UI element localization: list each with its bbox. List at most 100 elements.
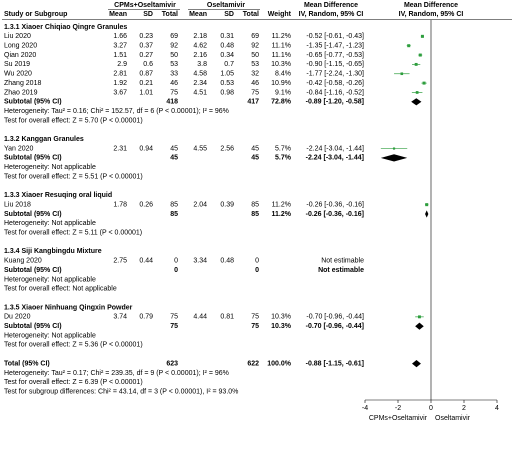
study-ctl-mean: 2.34: [193, 80, 207, 87]
study-name: Zhang 2018: [4, 80, 41, 87]
subtotal-name: Subtotal (95% CI): [4, 323, 62, 330]
study-weight-label: 10.9%: [271, 80, 291, 87]
subtotal-ci-label: -0.26 [-0.36, -0.16]: [306, 211, 364, 218]
study-marker: [420, 34, 424, 38]
study-exp-total: 50: [170, 52, 178, 59]
study-ctl-total: 75: [251, 89, 259, 96]
study-ctl-total: 45: [251, 145, 259, 152]
study-name: Qian 2020: [4, 52, 36, 59]
summary-diamond: [412, 360, 421, 368]
column-header: IV, Random, 95% CI: [399, 11, 464, 18]
heterogeneity: Heterogeneity: Not applicable: [4, 276, 96, 283]
subtotal-weight-label: 5.7%: [275, 155, 292, 162]
subtotal-ci-label: -0.89 [-1.20, -0.58]: [306, 99, 364, 106]
x-tick-label: -4: [362, 405, 368, 412]
study-ctl-sd: 0.48: [220, 43, 234, 50]
summary-diamond: [415, 322, 424, 330]
study-exp-sd: 0.87: [139, 71, 153, 78]
study-ci-label: -0.84 [-1.16, -0.52]: [306, 89, 364, 96]
study-marker: [400, 72, 404, 76]
study-ci-label: -0.90 [-1.15, -0.65]: [306, 61, 364, 68]
study-exp-total: 92: [170, 43, 178, 50]
column-header: Weight: [268, 11, 292, 18]
study-ctl-total: 85: [251, 201, 259, 208]
study-ctl-mean: 4.51: [193, 89, 207, 96]
study-ctl-sd: 0.81: [220, 314, 234, 321]
study-marker: [425, 203, 429, 207]
study-exp-total: 45: [170, 145, 178, 152]
study-weight-label: 9.1%: [275, 89, 291, 96]
study-weight-label: 11.2%: [272, 33, 291, 40]
study-ci-label: -0.65 [-0.77, -0.53]: [306, 52, 364, 59]
study-ctl-sd: 0.53: [220, 80, 234, 87]
heterogeneity: Heterogeneity: Not applicable: [4, 164, 96, 171]
exp-group-header: CPMs+Oseltamivir: [114, 2, 176, 9]
subtotal-ci-label: -2.24 [-3.04, -1.44]: [306, 155, 364, 162]
study-ctl-mean: 3.34: [193, 258, 207, 265]
study-marker: [392, 147, 396, 150]
study-ctl-mean: 4.58: [193, 71, 207, 78]
subtotal-name: Subtotal (95% CI): [4, 211, 62, 218]
total-ctl-total: 622: [247, 360, 259, 367]
study-ctl-sd: 0.34: [220, 52, 234, 59]
heterogeneity: Heterogeneity: Not applicable: [4, 332, 96, 339]
subtotal-ctl-total: 75: [251, 323, 259, 330]
study-exp-mean: 1.51: [113, 52, 127, 59]
subtotal-ctl-total: 85: [251, 211, 259, 218]
column-header: Mean Difference: [304, 2, 358, 9]
subtotal-exp-total: 418: [166, 99, 178, 106]
x-tick-label: 2: [462, 405, 466, 412]
study-name: Kuang 2020: [4, 258, 42, 265]
study-exp-sd: 0.27: [139, 52, 153, 59]
study-weight-label: 10.3%: [271, 61, 291, 68]
subtotal-ci-label: -0.70 [-0.96, -0.44]: [306, 323, 364, 330]
study-ctl-mean: 2.04: [193, 201, 207, 208]
subgroup-title: 1.3.4 Siji Kangbingdu Mixture: [4, 248, 102, 255]
x-tick-label: 4: [495, 405, 499, 412]
subtotal-weight-label: 72.8%: [271, 99, 292, 106]
study-ctl-total: 69: [251, 33, 259, 40]
study-ctl-total: 53: [251, 61, 259, 68]
study-weight-label: 5.7%: [275, 145, 291, 152]
favours-left: CPMs+Oseltamivir: [369, 415, 428, 422]
subgroup-title: 1.3.3 Xiaoer Resuqing oral liquid: [4, 192, 112, 199]
study-name: Zhao 2019: [4, 89, 38, 96]
study-ctl-sd: 2.56: [220, 145, 234, 152]
subgroup-title: 1.3.5 Xiaoer Ninhuang Qingxin Powder: [4, 304, 133, 311]
study-exp-total: 53: [170, 61, 178, 68]
study-marker: [415, 91, 419, 94]
study-exp-sd: 0.37: [139, 43, 153, 50]
study-ctl-total: 92: [251, 43, 259, 50]
subtotal-weight-label: 10.3%: [271, 323, 292, 330]
study-weight-label: 10.3%: [271, 314, 291, 321]
study-exp-total: 46: [170, 80, 178, 87]
study-ctl-total: 0: [255, 258, 259, 265]
study-ci-label: -1.77 [-2.24, -1.30]: [306, 71, 364, 78]
study-ci-label: -0.70 [-0.96, -0.44]: [306, 314, 364, 321]
subtotal-name: Subtotal (95% CI): [4, 267, 62, 274]
study-header: Study or Subgroup: [4, 11, 67, 18]
study-exp-sd: 0.26: [139, 201, 153, 208]
study-exp-sd: 0.44: [139, 258, 153, 265]
summary-diamond: [380, 154, 408, 162]
study-ctl-total: 32: [251, 71, 259, 78]
study-exp-total: 75: [170, 89, 178, 96]
study-name: Liu 2018: [4, 201, 31, 208]
study-ci-label: Not estimable: [321, 258, 364, 265]
subtotal-exp-total: 85: [170, 211, 178, 218]
study-marker: [418, 315, 421, 319]
column-header: SD: [143, 11, 153, 18]
subgroup-title: 1.3.2 Kanggan Granules: [4, 136, 84, 143]
study-ci-label: -0.42 [-0.58, -0.26]: [306, 80, 364, 87]
study-ci-label: -0.26 [-0.36, -0.16]: [306, 201, 364, 208]
study-ctl-sd: 0.98: [220, 89, 234, 96]
total-name: Total (95% CI): [4, 360, 50, 367]
study-ctl-mean: 4.44: [193, 314, 207, 321]
study-ctl-mean: 2.18: [193, 33, 207, 40]
subtotal-exp-total: 0: [174, 267, 178, 274]
total-exp-total: 623: [166, 360, 178, 367]
subtotal-name: Subtotal (95% CI): [4, 155, 62, 162]
subtotal-ctl-total: 417: [247, 99, 259, 106]
study-ctl-total: 50: [251, 52, 259, 59]
